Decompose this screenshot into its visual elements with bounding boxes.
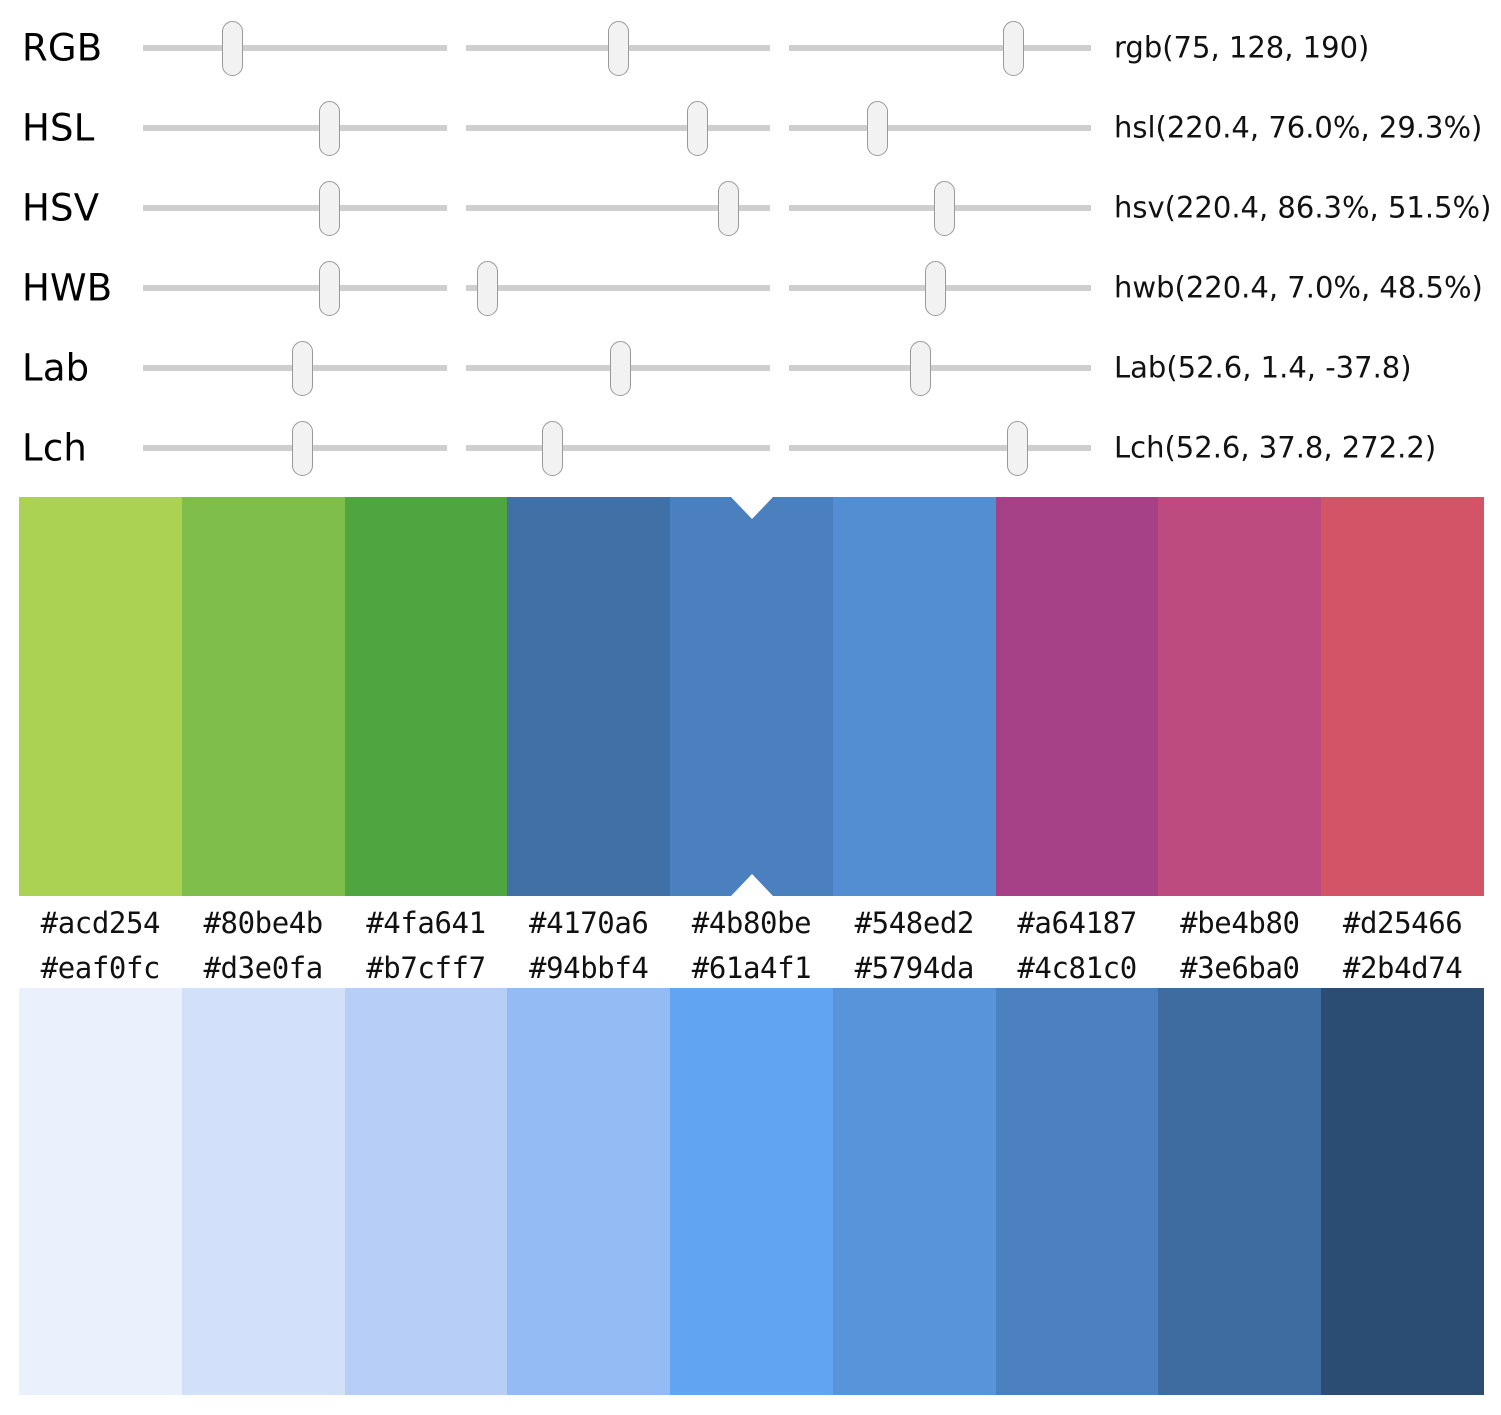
slider-row-hwb: HWB hwb(220.4, 7.0%, 48.5%) [0, 253, 1501, 323]
selected-swatch-marker-bottom-icon [730, 874, 773, 896]
color-swatch[interactable] [670, 988, 833, 1395]
color-swatch[interactable] [181, 988, 345, 1395]
slider-thumb-lch-3[interactable] [1006, 420, 1028, 476]
swatch-hex-label: #a64187 [1017, 906, 1137, 940]
color-swatch[interactable] [832, 497, 996, 896]
slider-thumb-lab-3[interactable] [909, 340, 931, 396]
color-swatch[interactable] [181, 497, 345, 896]
slider-thumb-hsv-2[interactable] [717, 180, 739, 236]
slider-row-label: HSV [22, 186, 100, 230]
color-swatch[interactable] [995, 497, 1159, 896]
swatch-hex-label: #5794da [854, 951, 975, 985]
slider-thumb-hwb-2[interactable] [476, 260, 498, 316]
slider-track-hsv-3[interactable] [789, 180, 1091, 236]
color-swatch[interactable] [507, 497, 671, 896]
slider-value-text-hwb: hwb(220.4, 7.0%, 48.5%) [1114, 270, 1483, 305]
slider-track-lch-2[interactable] [466, 420, 770, 476]
swatch-hex-label: #94bbf4 [529, 951, 649, 985]
swatch-hex-label: #80be4b [203, 906, 323, 940]
color-swatch[interactable] [832, 988, 996, 1395]
color-swatch[interactable] [1158, 988, 1322, 1395]
slider-thumb-lab-2[interactable] [609, 340, 631, 396]
slider-row-lch: Lch Lch(52.6, 37.8, 272.2) [0, 413, 1501, 483]
slider-thumb-rgb-3[interactable] [1003, 20, 1025, 76]
selected-swatch-marker-top-icon [730, 497, 773, 519]
swatch-hex-label: #4170a6 [529, 906, 649, 940]
slider-value-text-rgb: rgb(75, 128, 190) [1114, 30, 1370, 65]
slider-track-rgb-1[interactable] [143, 20, 447, 76]
slider-thumb-lab-1[interactable] [292, 340, 314, 396]
slider-track-lch-1[interactable] [143, 420, 447, 476]
slider-track-rgb-3[interactable] [789, 20, 1091, 76]
color-swatch[interactable] [995, 988, 1159, 1395]
slider-row-label: Lch [22, 426, 88, 470]
slider-track-hwb-3[interactable] [789, 260, 1091, 316]
color-swatch[interactable] [19, 988, 182, 1395]
color-swatch[interactable] [1158, 497, 1322, 896]
slider-thumb-lch-1[interactable] [292, 420, 314, 476]
slider-track-hwb-1[interactable] [143, 260, 447, 316]
slider-thumb-hsv-1[interactable] [318, 180, 340, 236]
swatch-hex-label: #eaf0fc [40, 951, 161, 985]
slider-track-lab-2[interactable] [466, 340, 770, 396]
slider-track-hsv-2[interactable] [466, 180, 770, 236]
swatch-hex-label: #4c81c0 [1017, 951, 1137, 985]
palette-top-hex-labels: #acd254 #80be4b #4fa641 #4170a6 #4b80be #548e… [19, 901, 1484, 945]
swatch-hex-label: #4b80be [691, 906, 812, 940]
slider-track-hsv-1[interactable] [143, 180, 447, 236]
slider-row-label: HWB [22, 266, 113, 310]
slider-thumb-hsl-2[interactable] [686, 100, 708, 156]
color-swatch[interactable] [670, 497, 833, 896]
slider-value-text-lab: Lab(52.6, 1.4, -37.8) [1114, 350, 1412, 385]
palette-bottom-hex-labels: #eaf0fc #d3e0fa #b7cff7 #94bbf4 #61a4f1 #5794… [19, 946, 1484, 990]
color-swatch[interactable] [344, 988, 508, 1395]
swatch-hex-label: #be4b80 [1180, 906, 1300, 940]
slider-track-hsl-3[interactable] [789, 100, 1091, 156]
palette-bottom-band [19, 988, 1485, 1395]
color-swatch[interactable] [19, 497, 182, 896]
slider-value-text-hsl: hsl(220.4, 76.0%, 29.3%) [1114, 110, 1483, 145]
slider-row-lab: Lab Lab(52.6, 1.4, -37.8) [0, 333, 1501, 403]
slider-thumb-hsl-3[interactable] [866, 100, 888, 156]
slider-row-label: Lab [22, 346, 90, 390]
swatch-hex-label: #d3e0fa [203, 951, 323, 985]
slider-track-hsl-1[interactable] [143, 100, 447, 156]
color-swatch[interactable] [1321, 988, 1485, 1395]
slider-track-lab-3[interactable] [789, 340, 1091, 396]
slider-track-hwb-2[interactable] [466, 260, 770, 316]
slider-value-text-lch: Lch(52.6, 37.8, 272.2) [1114, 430, 1437, 465]
slider-value-text-hsv: hsv(220.4, 86.3%, 51.5%) [1114, 190, 1492, 225]
slider-row-rgb: RGB rgb(75, 128, 190) [0, 13, 1501, 83]
slider-row-hsl: HSL hsl(220.4, 76.0%, 29.3%) [0, 93, 1501, 163]
slider-thumb-rgb-1[interactable] [221, 20, 243, 76]
slider-track-lch-3[interactable] [789, 420, 1091, 476]
color-swatch[interactable] [1321, 497, 1485, 896]
slider-thumb-hwb-3[interactable] [924, 260, 946, 316]
slider-thumb-hwb-1[interactable] [318, 260, 340, 316]
slider-track-rgb-2[interactable] [466, 20, 770, 76]
slider-row-label: RGB [22, 26, 103, 70]
palette-top-band [19, 497, 1485, 896]
slider-thumb-lch-2[interactable] [541, 420, 563, 476]
swatch-hex-label: #4fa641 [366, 906, 486, 940]
swatch-hex-label: #3e6ba0 [1180, 951, 1300, 985]
swatch-hex-label: #d25466 [1342, 906, 1463, 940]
swatch-hex-label: #acd254 [40, 906, 161, 940]
slider-track-hsl-2[interactable] [466, 100, 770, 156]
color-swatch[interactable] [507, 988, 671, 1395]
slider-row-label: HSL [22, 106, 95, 150]
swatch-hex-label: #61a4f1 [691, 951, 812, 985]
slider-thumb-hsv-3[interactable] [934, 180, 956, 236]
color-space-slider-panel: RGB rgb(75, 128, 190) HSL hsl(220.4, 76.0%,… [0, 0, 1501, 492]
color-swatch[interactable] [344, 497, 508, 896]
swatch-hex-label: #548ed2 [854, 906, 975, 940]
slider-track-lab-1[interactable] [143, 340, 447, 396]
slider-row-hsv: HSV hsv(220.4, 86.3%, 51.5%) [0, 173, 1501, 243]
slider-thumb-rgb-2[interactable] [608, 20, 630, 76]
slider-thumb-hsl-1[interactable] [318, 100, 340, 156]
swatch-hex-label: #b7cff7 [366, 951, 486, 985]
swatch-hex-label: #2b4d74 [1342, 951, 1463, 985]
